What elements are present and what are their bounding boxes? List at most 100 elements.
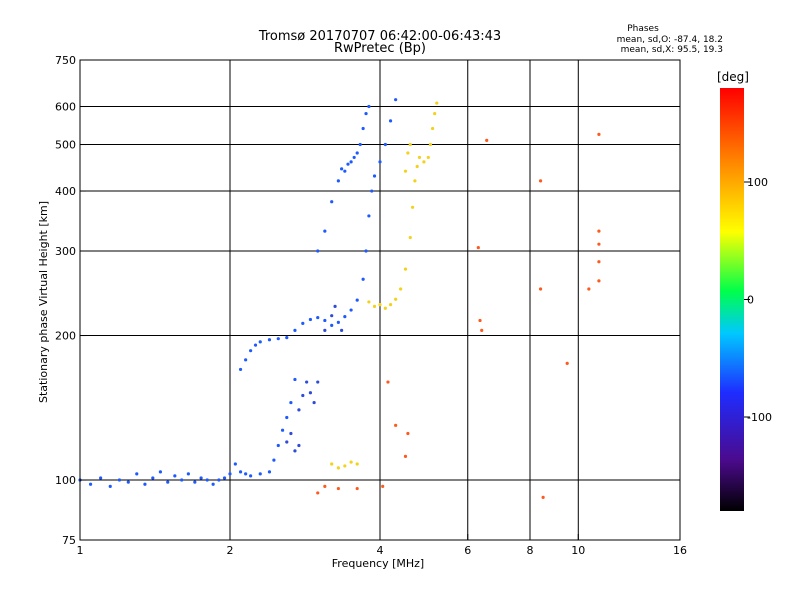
- data-point: [249, 474, 253, 478]
- data-point: [297, 408, 301, 412]
- data-point: [166, 480, 170, 484]
- data-point: [330, 200, 334, 204]
- data-point: [410, 205, 415, 209]
- data-point: [597, 242, 601, 246]
- data-point: [211, 482, 215, 486]
- data-point: [276, 443, 280, 448]
- data-point: [258, 340, 262, 344]
- data-point: [267, 338, 272, 342]
- x-tick-label: 1: [77, 544, 84, 557]
- data-point: [312, 400, 316, 405]
- data-point: [346, 162, 350, 166]
- data-point: [199, 476, 203, 480]
- data-point: [430, 126, 435, 131]
- colorbar-label: [deg]: [717, 70, 749, 84]
- data-point: [323, 328, 327, 332]
- data-point: [301, 321, 305, 325]
- data-point: [233, 462, 237, 466]
- data-point: [364, 111, 368, 116]
- data-point: [305, 380, 309, 384]
- phase-x-stats: mean, sd,X: 95.5, 19.3: [621, 45, 723, 55]
- x-tick-label: 10: [571, 544, 585, 557]
- data-point: [370, 189, 374, 193]
- data-point: [406, 151, 410, 155]
- data-point: [378, 160, 382, 164]
- data-point: [99, 476, 103, 480]
- data-point: [308, 391, 313, 395]
- data-point: [289, 431, 293, 436]
- data-point: [222, 476, 227, 480]
- data-point: [541, 495, 545, 500]
- data-point: [349, 308, 353, 312]
- data-point: [383, 142, 387, 147]
- data-point: [403, 169, 408, 173]
- data-point: [316, 249, 320, 253]
- phase-heading: Phases: [627, 24, 659, 34]
- data-point: [88, 482, 93, 486]
- data-point: [408, 235, 412, 240]
- data-point: [349, 460, 353, 464]
- data-point: [340, 167, 344, 171]
- data-point: [293, 449, 297, 453]
- data-point: [367, 300, 371, 304]
- data-point: [378, 302, 382, 307]
- data-point: [386, 380, 390, 384]
- y-axis-ticks: 75 100 200 300 400 500 600 750: [55, 54, 86, 547]
- y-tick-label: 400: [55, 185, 76, 198]
- data-point: [238, 470, 243, 474]
- data-point: [406, 431, 410, 436]
- x-axis-label: Frequency [MHz]: [332, 557, 424, 570]
- data-point: [323, 484, 327, 488]
- data-point: [244, 472, 248, 476]
- y-tick-label: 200: [55, 330, 76, 343]
- y-tick-label: 300: [55, 245, 76, 258]
- data-point: [355, 462, 359, 466]
- y-tick-label: 750: [55, 54, 76, 67]
- data-point: [244, 358, 248, 362]
- data-point: [173, 474, 177, 478]
- data-point: [597, 229, 601, 233]
- data-point: [485, 138, 489, 142]
- data-point: [330, 314, 334, 318]
- chart-title: Tromsø 20170707 06:42:00-06:43:43: [258, 29, 501, 44]
- data-point: [426, 155, 430, 160]
- data-point: [383, 306, 387, 310]
- data-point: [340, 328, 344, 332]
- data-point: [316, 315, 320, 320]
- data-point: [388, 119, 393, 123]
- data-point: [258, 472, 262, 476]
- data-point: [478, 318, 482, 323]
- data-point: [126, 480, 130, 484]
- data-point: [158, 470, 163, 474]
- y-axis-label: Stationary phase Virtual Height [km]: [37, 201, 50, 403]
- data-point: [228, 472, 232, 476]
- data-point: [316, 380, 320, 384]
- x-axis-ticks: 1 2 4 6 8 10 16: [77, 534, 687, 557]
- data-point: [205, 478, 209, 482]
- data-point: [276, 337, 280, 341]
- chart-subtitle: RwPretec (Bp): [334, 41, 426, 56]
- data-point: [336, 320, 340, 325]
- data-point: [297, 443, 301, 448]
- data-point: [355, 486, 359, 491]
- data-point: [367, 214, 371, 218]
- data-point: [217, 478, 221, 482]
- data-point: [253, 343, 258, 347]
- x-tick-label: 2: [227, 544, 234, 557]
- data-point: [333, 304, 337, 309]
- phase-o-stats: mean, sd,O: -87.4, 18.2: [617, 35, 723, 45]
- data-point: [330, 323, 334, 327]
- data-point: [285, 440, 289, 444]
- data-point: [352, 155, 356, 160]
- data-point: [143, 482, 147, 486]
- data-points: [78, 98, 601, 500]
- data-point: [538, 287, 543, 291]
- data-point: [293, 377, 297, 382]
- data-point: [301, 393, 305, 398]
- data-point: [135, 472, 139, 476]
- data-point: [480, 328, 484, 332]
- data-point: [476, 245, 480, 250]
- data-point: [597, 132, 601, 136]
- data-point: [433, 111, 437, 116]
